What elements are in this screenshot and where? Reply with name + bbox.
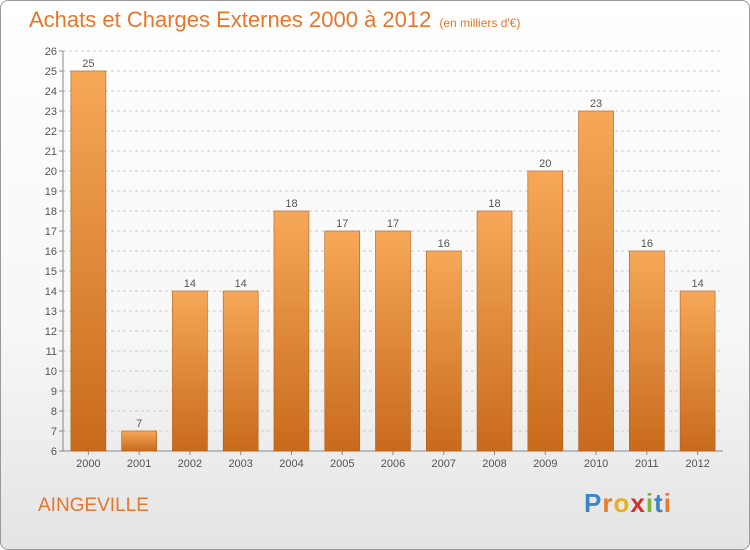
bar-value-label: 25 <box>82 58 94 70</box>
chart-subtitle: (en milliers d'€) <box>439 16 521 30</box>
x-tick-label: 2011 <box>635 458 659 470</box>
bar-value-label: 16 <box>641 238 653 250</box>
x-tick-label: 2000 <box>76 458 100 470</box>
bar <box>476 210 513 452</box>
y-tick-label: 18 <box>45 206 57 218</box>
bar <box>70 70 107 452</box>
y-tick-label: 19 <box>45 186 57 198</box>
bar-value-label: 14 <box>691 278 703 290</box>
y-tick-label: 16 <box>45 246 57 258</box>
bar-value-label: 14 <box>235 278 247 290</box>
bar <box>629 250 665 452</box>
y-tick-label: 15 <box>45 266 57 278</box>
bar <box>121 430 157 452</box>
y-tick-label: 24 <box>45 86 57 98</box>
logo-letter: x <box>630 488 646 518</box>
bar <box>679 290 716 452</box>
bar <box>222 290 259 452</box>
bar-value-label: 16 <box>438 238 450 250</box>
y-tick-label: 26 <box>45 46 57 58</box>
logo-letter: i <box>663 488 672 518</box>
logo-letter: P <box>584 488 603 518</box>
y-tick-label: 20 <box>45 166 57 178</box>
bar-value-label: 14 <box>184 278 196 290</box>
x-tick-label: 2002 <box>178 458 202 470</box>
x-tick-label: 2006 <box>381 458 405 470</box>
y-tick-label: 17 <box>45 226 57 238</box>
y-tick-label: 9 <box>51 386 57 398</box>
x-tick-label: 2010 <box>584 458 608 470</box>
x-tick-label: 2009 <box>533 458 557 470</box>
y-tick-label: 13 <box>45 306 57 318</box>
logo-letter: t <box>654 488 664 518</box>
chart-title-text: Achats et Charges Externes 2000 à 2012 <box>29 7 432 32</box>
y-tick-label: 23 <box>45 106 57 118</box>
y-tick-label: 8 <box>51 406 57 418</box>
x-tick-label: 2004 <box>279 458 303 470</box>
bar <box>425 250 462 452</box>
logo-letter: r <box>602 488 614 518</box>
x-tick-label: 2003 <box>228 458 252 470</box>
bar-value-label: 18 <box>488 198 500 210</box>
bar <box>273 210 310 452</box>
bar <box>527 170 564 452</box>
logo-letter: o <box>613 488 631 518</box>
x-tick-label: 2007 <box>432 458 456 470</box>
x-tick-label: 2008 <box>482 458 506 470</box>
bar <box>324 230 361 452</box>
y-tick-label: 22 <box>45 126 57 138</box>
bar-value-label: 17 <box>387 218 399 230</box>
y-tick-label: 14 <box>45 286 57 298</box>
y-tick-label: 25 <box>45 66 57 78</box>
y-tick-label: 6 <box>51 446 57 458</box>
bar <box>375 230 411 452</box>
bar <box>172 290 208 452</box>
logo-letter: i <box>645 488 655 518</box>
proxiti-logo: Proxiti <box>584 488 672 519</box>
y-tick-label: 11 <box>46 346 57 358</box>
y-tick-label: 7 <box>51 426 57 438</box>
x-tick-label: 2012 <box>685 458 709 470</box>
bar-value-label: 7 <box>136 418 142 430</box>
chart-title: Achats et Charges Externes 2000 à 2012 (e… <box>29 7 520 33</box>
bar-value-label: 23 <box>590 98 602 110</box>
x-tick-label: 2001 <box>127 458 151 470</box>
bar-value-label: 17 <box>336 218 348 230</box>
bar-value-label: 20 <box>539 158 551 170</box>
bar <box>578 110 614 452</box>
y-tick-label: 10 <box>45 366 57 378</box>
y-tick-label: 12 <box>45 326 57 338</box>
commune-name: AINGEVILLE <box>38 495 149 516</box>
bar-value-label: 18 <box>285 198 297 210</box>
x-tick-label: 2005 <box>330 458 354 470</box>
y-tick-label: 21 <box>45 146 57 158</box>
